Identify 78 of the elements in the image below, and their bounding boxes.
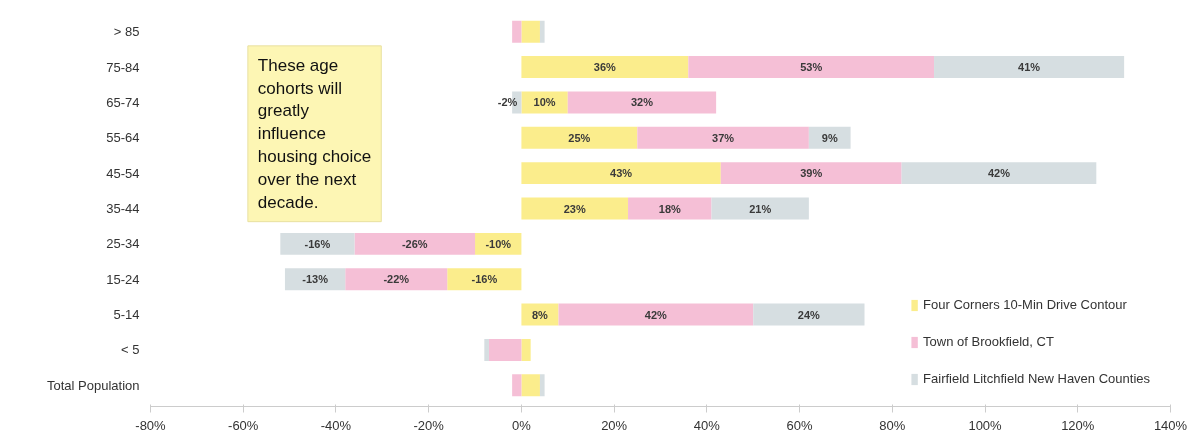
data-label: -16%: [304, 237, 331, 250]
data-label: 42%: [987, 167, 1011, 180]
x-tick-label: 20%: [601, 417, 628, 433]
data-label: 43%: [610, 167, 633, 180]
y-tick-label: < 5: [121, 342, 140, 358]
data-label: -16%: [471, 273, 498, 286]
bar: [808, 126, 851, 149]
x-tick-label: -60%: [228, 417, 259, 433]
bar: [354, 232, 476, 255]
legend-label: Fairfield Litchfield New Haven Counties: [923, 371, 1150, 386]
bar: [901, 162, 1097, 185]
bar: [753, 303, 865, 326]
bar: [567, 91, 717, 114]
bar: [539, 374, 545, 397]
data-label: 36%: [593, 61, 617, 74]
bar: [484, 338, 489, 361]
bar: [521, 126, 638, 149]
bar: [521, 197, 629, 220]
y-tick-label: 75-84: [106, 59, 140, 75]
y-tick-label: 5-14: [113, 307, 140, 323]
data-label: 53%: [800, 61, 823, 74]
bar: [521, 20, 540, 43]
bar: [558, 303, 754, 326]
bar: [720, 162, 902, 185]
bar: [488, 338, 522, 361]
bar: [688, 56, 935, 79]
data-label: 21%: [749, 202, 772, 215]
bar: [280, 232, 355, 255]
data-label: 39%: [800, 167, 823, 180]
data-label: -10%: [485, 237, 512, 250]
bar: [521, 338, 531, 361]
data-label: 23%: [563, 202, 586, 215]
bar: [637, 126, 809, 149]
data-label: 37%: [712, 131, 735, 144]
x-tick-label: 60%: [786, 417, 814, 433]
bar: [521, 303, 559, 326]
data-label: 9%: [821, 131, 838, 144]
bar: [512, 20, 522, 43]
x-tick-label: 40%: [693, 417, 721, 433]
data-label: 10%: [533, 96, 556, 109]
y-tick-label: 45-54: [106, 165, 140, 181]
bar: [512, 374, 522, 397]
x-tick-label: 120%: [1061, 417, 1095, 433]
y-tick-label: 55-64: [106, 130, 140, 146]
y-tick-label: 15-24: [106, 271, 140, 287]
x-tick-label: 80%: [879, 417, 906, 433]
data-label: 32%: [630, 96, 654, 109]
x-tick-label: -80%: [135, 417, 167, 433]
legend-label: Town of Brookfield, CT: [923, 334, 1054, 349]
x-tick-label: 0%: [512, 417, 532, 433]
y-tick-label: > 85: [113, 24, 140, 40]
y-tick-label: 65-74: [106, 94, 140, 110]
bar: [447, 268, 522, 291]
data-label: 41%: [1018, 61, 1041, 74]
data-label: -22%: [383, 273, 410, 286]
y-tick-label: 35-44: [106, 201, 140, 216]
bar: [934, 56, 1125, 79]
bar: [521, 162, 721, 185]
data-label: 24%: [797, 308, 821, 321]
annotation: These age cohorts will greatly influence housing choice over the next decade.: [257, 55, 372, 212]
bar: [521, 374, 540, 397]
y-tick-label: 25-34: [106, 236, 140, 252]
bar: [521, 56, 689, 79]
legend-label: Four Corners 10-Min Drive Contour: [923, 297, 1127, 312]
x-tick-label: 140%: [1153, 417, 1188, 433]
data-label: 8%: [532, 308, 549, 321]
data-label: 42%: [644, 308, 668, 321]
data-label: 25%: [568, 131, 591, 144]
bar: [345, 268, 448, 291]
data-label: 18%: [658, 202, 681, 215]
data-label: -26%: [401, 237, 428, 250]
data-label: -2%: [497, 96, 518, 109]
x-tick-label: -20%: [413, 417, 445, 433]
y-tick-label: Total Population: [46, 377, 140, 393]
x-tick-label: -40%: [320, 417, 352, 433]
bar: [539, 20, 545, 43]
x-tick-label: 100%: [968, 417, 1003, 433]
data-label: -13%: [302, 273, 329, 286]
